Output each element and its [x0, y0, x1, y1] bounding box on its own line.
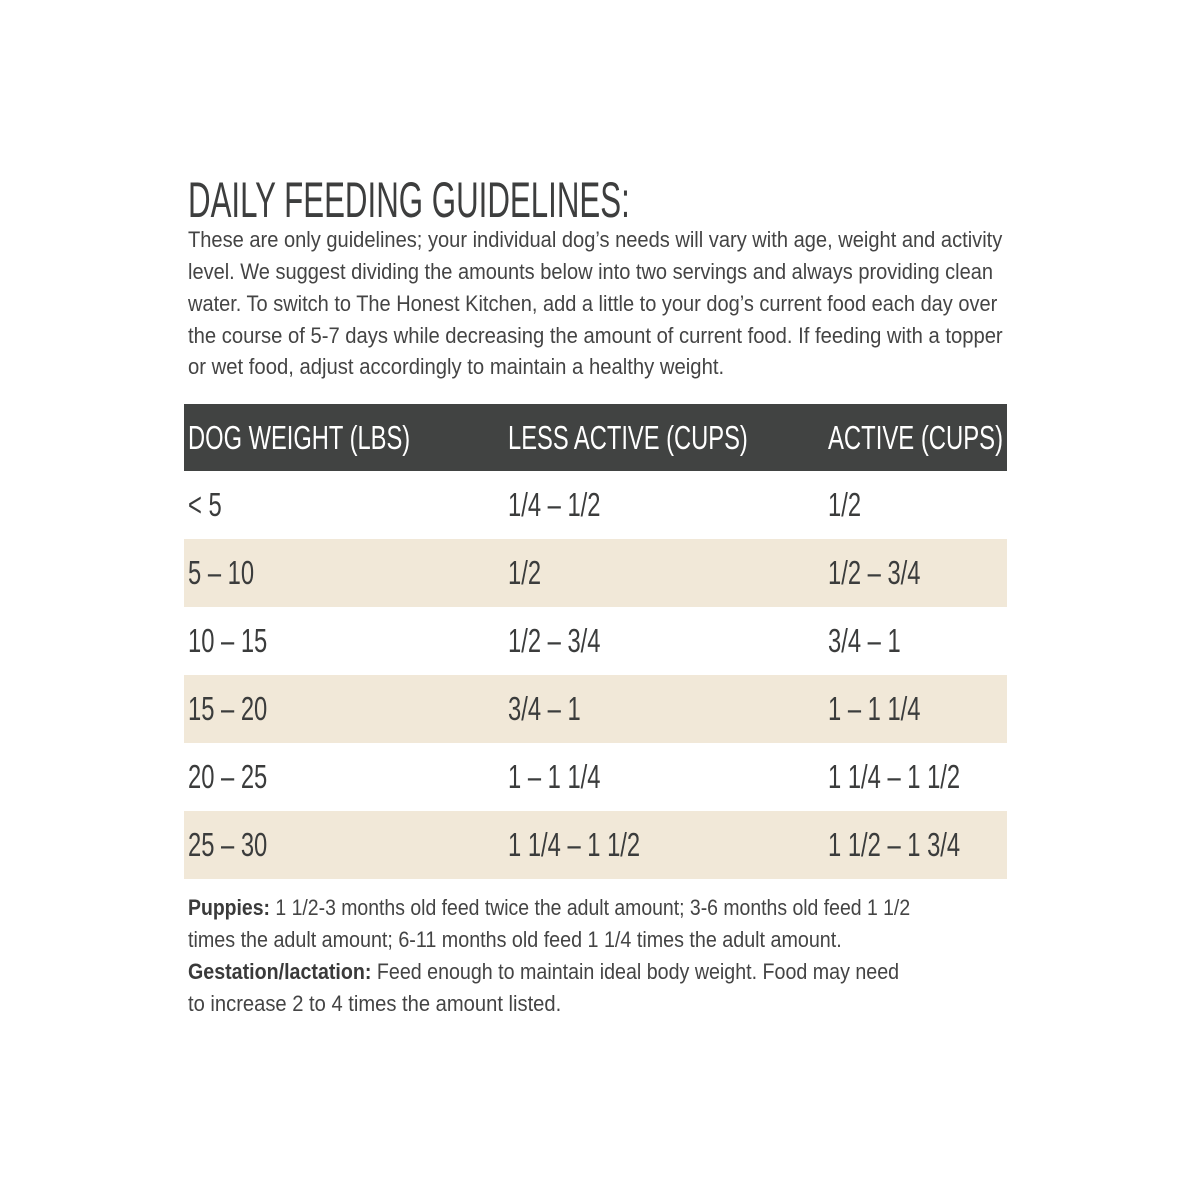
- weight-cell: 25 – 30: [188, 826, 268, 863]
- active-cell: 1/2: [828, 486, 862, 523]
- page-title: DAILY FEEDING GUIDELINES:: [188, 172, 630, 228]
- puppies-note-line2: times the adult amount; 6-11 months old …: [188, 927, 842, 952]
- weight-cell: 20 – 25: [188, 758, 268, 795]
- header-less-active: LESS ACTIVE (CUPS): [508, 418, 748, 456]
- weight-cell: < 5: [188, 486, 222, 523]
- less-active-cell: 3/4 – 1: [508, 690, 581, 727]
- active-cell: 1 1/2 – 1 3/4: [828, 826, 961, 863]
- weight-cell: 10 – 15: [188, 622, 268, 659]
- active-cell: 1 – 1 1/4: [828, 690, 921, 727]
- puppies-note-line1: Puppies: 1 1/2-3 months old feed twice t…: [188, 895, 910, 921]
- less-active-cell: 1/2 – 3/4: [508, 622, 601, 659]
- table-row: 10 – 15 1/2 – 3/4 3/4 – 1: [184, 607, 1007, 675]
- less-active-cell: 1/4 – 1/2: [508, 486, 601, 523]
- gestation-note-line2: to increase 2 to 4 times the amount list…: [188, 991, 562, 1016]
- table-row: < 5 1/4 – 1/2 1/2: [184, 471, 1007, 539]
- intro-line: water. To switch to The Honest Kitchen, …: [188, 291, 998, 316]
- gestation-label: Gestation/lactation:: [188, 959, 372, 984]
- table-header: DOG WEIGHT (LBS) LESS ACTIVE (CUPS) ACTI…: [184, 404, 1007, 471]
- less-active-cell: 1 – 1 1/4: [508, 758, 601, 795]
- intro-line: level. We suggest dividing the amounts b…: [188, 259, 993, 284]
- active-cell: 1/2 – 3/4: [828, 554, 921, 591]
- header-active: ACTIVE (CUPS): [828, 418, 1004, 456]
- intro-line: These are only guidelines; your individu…: [188, 227, 1003, 252]
- intro-line: the course of 5-7 days while decreasing …: [188, 323, 1003, 348]
- intro-line: or wet food, adjust accordingly to maint…: [188, 354, 725, 379]
- weight-cell: 5 – 10: [188, 554, 255, 591]
- header-dog-weight: DOG WEIGHT (LBS): [188, 418, 411, 456]
- less-active-cell: 1 1/4 – 1 1/2: [508, 826, 641, 863]
- weight-cell: 15 – 20: [188, 690, 268, 727]
- table-row: 25 – 30 1 1/4 – 1 1/2 1 1/2 – 1 3/4: [184, 811, 1007, 879]
- table-row: 15 – 20 3/4 – 1 1 – 1 1/4: [184, 675, 1007, 743]
- less-active-cell: 1/2: [508, 554, 542, 591]
- active-cell: 3/4 – 1: [828, 622, 901, 659]
- gestation-text: Feed enough to maintain ideal body weigh…: [376, 959, 900, 984]
- puppies-text: 1 1/2-3 months old feed twice the adult …: [275, 895, 911, 920]
- puppies-label: Puppies:: [188, 895, 271, 920]
- active-cell: 1 1/4 – 1 1/2: [828, 758, 961, 795]
- table-row: 20 – 25 1 – 1 1/4 1 1/4 – 1 1/2: [184, 743, 1007, 811]
- feeding-table: DOG WEIGHT (LBS) LESS ACTIVE (CUPS) ACTI…: [184, 404, 1007, 879]
- gestation-note-line1: Gestation/lactation: Feed enough to main…: [188, 959, 899, 985]
- table-row: 5 – 10 1/2 1/2 – 3/4: [184, 539, 1007, 607]
